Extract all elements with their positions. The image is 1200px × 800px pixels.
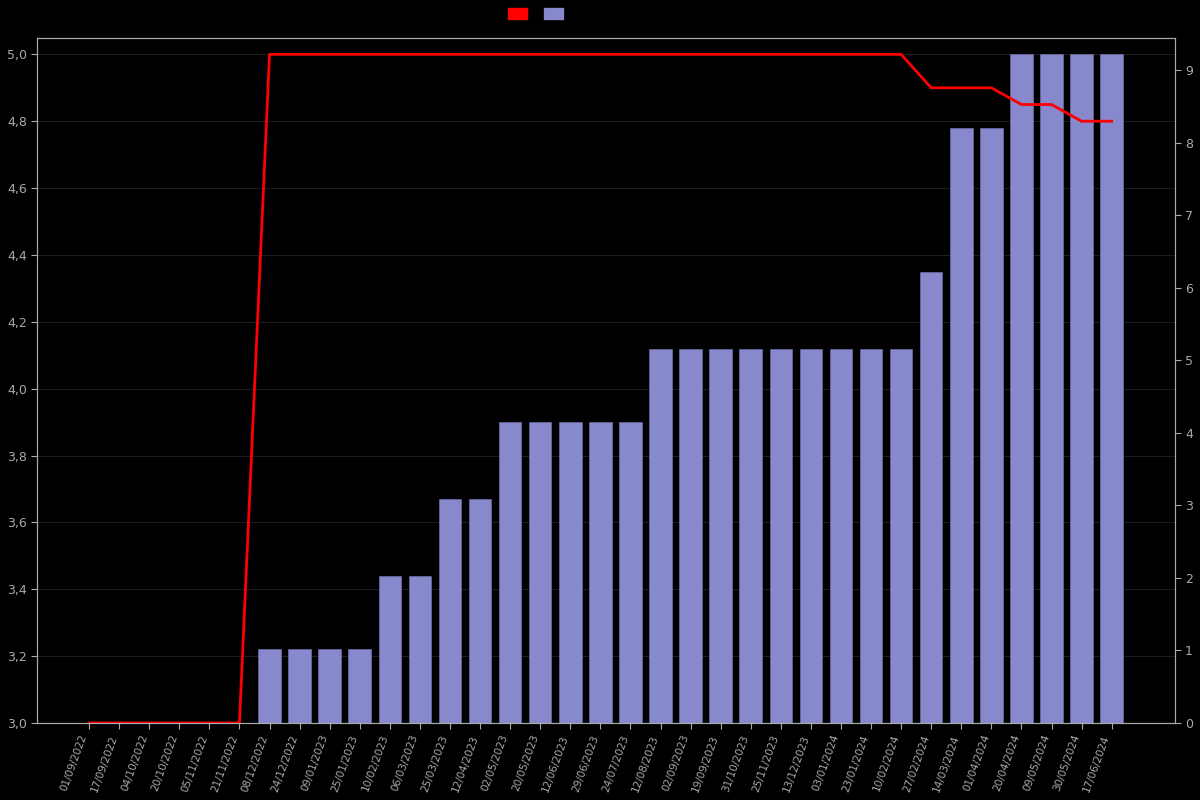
Bar <box>1070 54 1093 723</box>
Bar <box>980 128 1003 723</box>
Bar <box>288 650 311 723</box>
Bar <box>1040 54 1063 723</box>
Bar <box>589 422 612 723</box>
Bar <box>619 422 642 723</box>
Bar <box>318 650 341 723</box>
Bar <box>529 422 552 723</box>
Bar <box>439 499 461 723</box>
Bar <box>769 349 792 723</box>
Bar <box>258 650 281 723</box>
Bar <box>709 349 732 723</box>
Bar <box>920 272 942 723</box>
Bar <box>739 349 762 723</box>
Bar <box>409 576 431 723</box>
Bar <box>469 499 491 723</box>
Bar <box>890 349 912 723</box>
Bar <box>829 349 852 723</box>
Bar <box>1100 54 1123 723</box>
Bar <box>1010 54 1033 723</box>
Bar <box>859 349 882 723</box>
Bar <box>649 349 672 723</box>
Legend: , : , <box>503 2 572 26</box>
Bar <box>378 576 401 723</box>
Bar <box>679 349 702 723</box>
Bar <box>499 422 522 723</box>
Bar <box>559 422 582 723</box>
Bar <box>799 349 822 723</box>
Bar <box>348 650 371 723</box>
Bar <box>950 128 972 723</box>
